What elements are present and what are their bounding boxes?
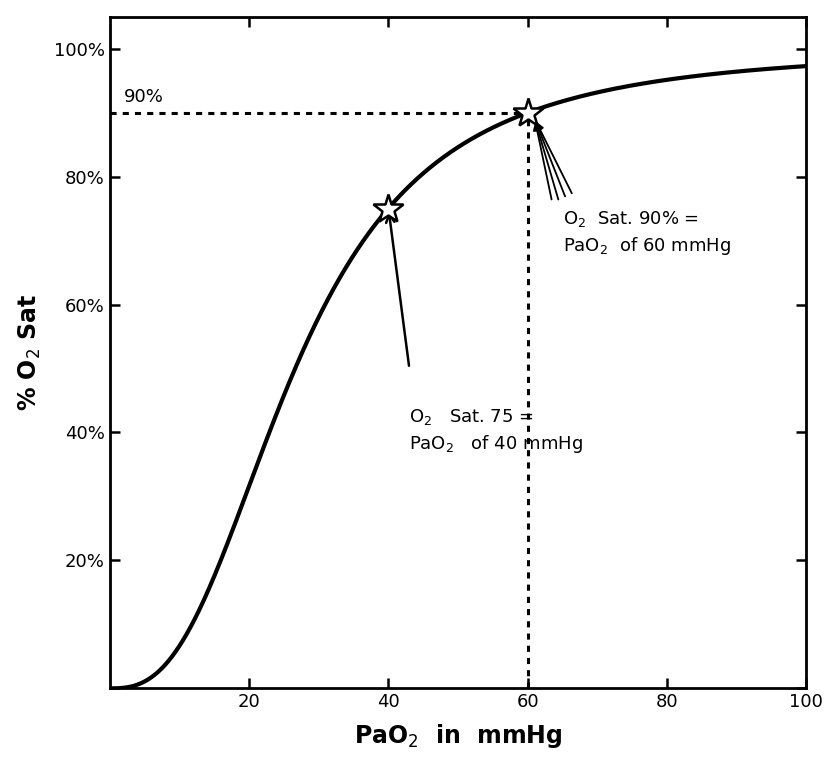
Y-axis label: % O$_2$ Sat: % O$_2$ Sat — [17, 294, 43, 411]
Text: 90%: 90% — [123, 88, 164, 106]
Text: O$_2$  Sat. 90% =
PaO$_2$  of 60 mmHg: O$_2$ Sat. 90% = PaO$_2$ of 60 mmHg — [563, 209, 731, 257]
X-axis label: PaO$_2$  in  mmHg: PaO$_2$ in mmHg — [354, 723, 562, 750]
Text: O$_2$   Sat. 75 =
PaO$_2$   of 40 mmHg: O$_2$ Sat. 75 = PaO$_2$ of 40 mmHg — [409, 407, 583, 456]
